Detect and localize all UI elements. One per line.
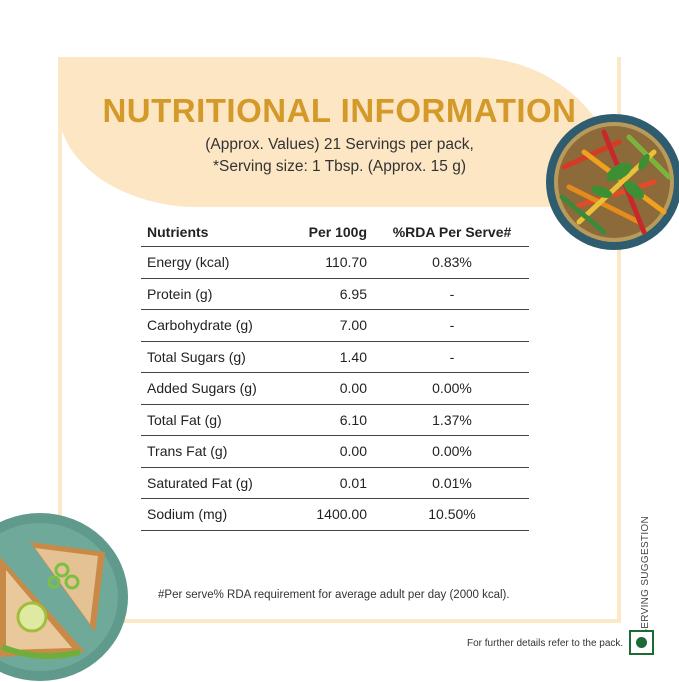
column-header-nutrients: Nutrients: [141, 218, 295, 247]
table-row: Sodium (mg) 1400.00 10.50%: [141, 498, 529, 531]
rda-value: -: [375, 278, 529, 310]
header-background: [58, 57, 621, 207]
vegetable-bowl-image: [546, 114, 679, 250]
table-row: Total Sugars (g) 1.40 -: [141, 341, 529, 373]
per-100g-value: 110.70: [295, 246, 375, 279]
rda-value: 1.37%: [375, 404, 529, 436]
rda-value: 0.83%: [375, 246, 529, 279]
per-100g-value: 6.10: [295, 404, 375, 436]
nutrition-table: Nutrients Per 100g %RDA Per Serve# Energ…: [141, 218, 529, 531]
table-header-row: Nutrients Per 100g %RDA Per Serve#: [141, 218, 529, 247]
per-100g-value: 6.95: [295, 278, 375, 310]
rda-value: 10.50%: [375, 498, 529, 531]
table-row: Carbohydrate (g) 7.00 -: [141, 309, 529, 342]
subtitle: (Approx. Values) 21 Servings per pack, *…: [58, 134, 621, 178]
per-100g-value: 0.00: [295, 372, 375, 405]
nutrient-name: Trans Fat (g): [141, 435, 295, 468]
column-header-rda: %RDA Per Serve#: [375, 218, 529, 247]
rda-value: -: [375, 309, 529, 342]
per-100g-value: 1.40: [295, 341, 375, 373]
nutrient-name: Protein (g): [141, 278, 295, 310]
rda-value: 0.00%: [375, 435, 529, 468]
column-header-per-100g: Per 100g: [295, 218, 375, 247]
subtitle-line-1: (Approx. Values) 21 Servings per pack,: [205, 136, 474, 153]
nutrient-name: Total Sugars (g): [141, 341, 295, 373]
per-100g-value: 0.00: [295, 435, 375, 468]
serving-suggestion-label: SERVING SUGGESTION: [640, 516, 651, 636]
per-100g-value: 7.00: [295, 309, 375, 342]
table-row: Saturated Fat (g) 0.01 0.01%: [141, 467, 529, 499]
per-100g-value: 1400.00: [295, 498, 375, 531]
sandwich-plate-image: [0, 513, 128, 681]
rda-value: -: [375, 341, 529, 373]
table-row: Total Fat (g) 6.10 1.37%: [141, 404, 529, 436]
nutrient-name: Sodium (mg): [141, 498, 295, 531]
table-row: Added Sugars (g) 0.00 0.00%: [141, 372, 529, 405]
nutrient-name: Carbohydrate (g): [141, 309, 295, 342]
table-row: Energy (kcal) 110.70 0.83%: [141, 246, 529, 279]
table-row: Trans Fat (g) 0.00 0.00%: [141, 435, 529, 468]
nutrient-name: Energy (kcal): [141, 246, 295, 279]
per-100g-value: 0.01: [295, 467, 375, 499]
nutrient-name: Added Sugars (g): [141, 372, 295, 405]
rda-value: 0.01%: [375, 467, 529, 499]
further-details-note: For further details refer to the pack.: [467, 638, 624, 649]
nutrient-name: Saturated Fat (g): [141, 467, 295, 499]
page-title: NUTRITIONAL INFORMATION: [102, 92, 577, 129]
subtitle-line-2: *Serving size: 1 Tbsp. (Approx. 15 g): [212, 158, 466, 175]
vegetarian-symbol-icon: [629, 630, 654, 655]
footnote: #Per serve% RDA requirement for average …: [158, 589, 510, 601]
table-row: Protein (g) 6.95 -: [141, 278, 529, 310]
vegetarian-dot: [636, 637, 647, 648]
rda-value: 0.00%: [375, 372, 529, 405]
nutrient-name: Total Fat (g): [141, 404, 295, 436]
